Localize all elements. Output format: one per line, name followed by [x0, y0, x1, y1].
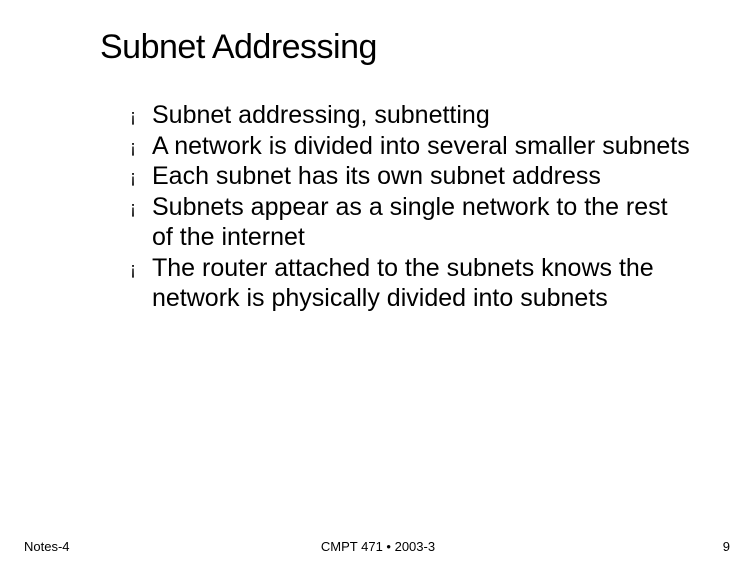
bullet-text: Subnets appear as a single network to th…: [152, 193, 668, 252]
bullet-item: ¡A network is divided into several small…: [130, 131, 690, 162]
bullet-text: Subnet addressing, subnetting: [152, 101, 490, 129]
bullet-marker-icon: ¡: [130, 198, 152, 220]
bullet-item: ¡Each subnet has its own subnet address: [130, 161, 690, 192]
slide-body: ¡Subnet addressing, subnetting ¡A networ…: [130, 100, 690, 314]
footer-term: 2003-3: [395, 539, 435, 554]
bullet-item: ¡Subnets appear as a single network to t…: [130, 192, 690, 253]
bullet-item: ¡The router attached to the subnets know…: [130, 253, 690, 314]
slide: Subnet Addressing ¡Subnet addressing, su…: [0, 0, 756, 576]
bullet-text: The router attached to the subnets knows…: [152, 254, 654, 313]
bullet-text: Each subnet has its own subnet address: [152, 162, 601, 190]
bullet-marker-icon: ¡: [130, 137, 152, 159]
slide-title: Subnet Addressing: [100, 28, 377, 67]
bullet-marker-icon: ¡: [130, 259, 152, 281]
footer-dot-icon: •: [383, 539, 395, 554]
bullet-text: A network is divided into several smalle…: [152, 132, 690, 160]
footer-page-number: 9: [723, 539, 730, 554]
bullet-marker-icon: ¡: [130, 167, 152, 189]
footer-center: CMPT 471 • 2003-3: [0, 539, 756, 554]
bullet-marker-icon: ¡: [130, 106, 152, 128]
footer-course: CMPT 471: [321, 539, 383, 554]
bullet-item: ¡Subnet addressing, subnetting: [130, 100, 690, 131]
